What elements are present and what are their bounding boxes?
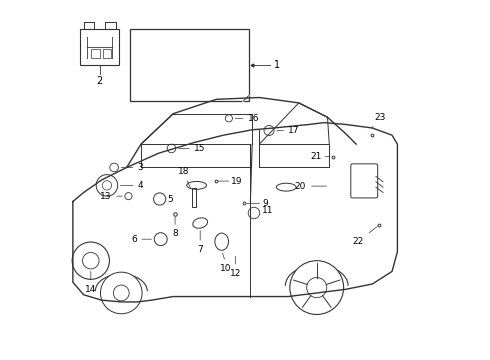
Text: 6: 6 (131, 235, 137, 244)
Circle shape (102, 181, 112, 190)
Bar (192, 188, 196, 207)
Circle shape (82, 252, 99, 269)
Ellipse shape (215, 233, 228, 250)
Circle shape (264, 126, 274, 135)
Circle shape (225, 115, 232, 122)
Circle shape (307, 278, 327, 298)
Bar (130, 30, 248, 101)
Text: 17: 17 (288, 126, 299, 135)
Text: 3: 3 (137, 163, 143, 172)
Text: 19: 19 (231, 176, 243, 185)
Circle shape (113, 285, 129, 301)
Bar (80, 30, 120, 65)
Circle shape (125, 193, 132, 200)
Text: 18: 18 (177, 167, 189, 176)
Text: 4: 4 (137, 181, 143, 190)
Text: 15: 15 (194, 144, 206, 153)
Circle shape (72, 242, 109, 279)
Bar (103, 49, 111, 58)
Text: 14: 14 (85, 285, 97, 294)
Text: 1: 1 (274, 60, 280, 70)
Circle shape (153, 193, 166, 205)
Ellipse shape (193, 218, 208, 228)
Text: 13: 13 (100, 192, 112, 201)
Text: 11: 11 (262, 206, 274, 215)
Circle shape (96, 175, 118, 196)
Text: 7: 7 (197, 245, 203, 254)
Text: 9: 9 (262, 199, 268, 208)
Circle shape (110, 163, 119, 172)
Circle shape (100, 272, 142, 314)
Circle shape (154, 233, 167, 246)
Text: 5: 5 (167, 194, 172, 203)
Text: 21: 21 (311, 152, 322, 161)
Text: 23: 23 (375, 113, 386, 122)
Text: 16: 16 (248, 114, 259, 123)
Text: 12: 12 (230, 269, 241, 278)
Text: 10: 10 (220, 264, 231, 273)
Circle shape (290, 261, 343, 315)
Text: 20: 20 (294, 181, 306, 190)
Text: 22: 22 (353, 237, 364, 246)
Circle shape (248, 207, 260, 219)
Bar (91, 49, 100, 58)
Text: 8: 8 (172, 229, 178, 238)
Text: 2: 2 (97, 76, 103, 86)
Circle shape (167, 144, 176, 153)
FancyBboxPatch shape (351, 164, 378, 198)
